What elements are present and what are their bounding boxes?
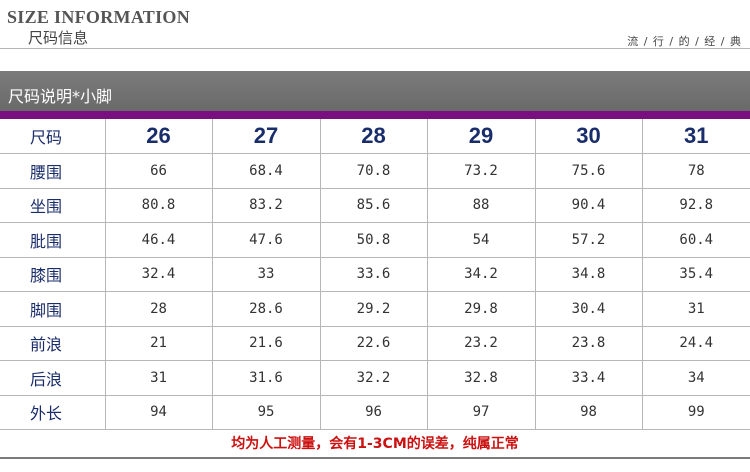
table-cell: 35.4 (641, 256, 750, 292)
table-cell: 31.6 (211, 360, 321, 396)
size-panel: 尺码说明*小脚 尺码 26 27 28 29 30 31 腰围 66 68.4 … (0, 71, 750, 459)
row-label: 膝围 (0, 256, 106, 292)
table-cell: 22.6 (319, 325, 428, 361)
size-header-cell: 30 (534, 119, 643, 154)
size-header-cell: 26 (104, 119, 213, 154)
row-label: 脚围 (0, 291, 106, 327)
table-cell: 34.8 (534, 256, 643, 292)
row-label: 后浪 (0, 360, 106, 396)
table-cell: 28.6 (211, 291, 321, 327)
table-cell: 23.2 (426, 325, 536, 361)
size-header-cell: 27 (211, 119, 321, 154)
page-header: SIZE INFORMATION 尺码信息 流 / 行 / 的 / 经 / 典 (0, 0, 750, 50)
table-cell: 97 (426, 394, 536, 430)
row-label: 腰围 (0, 153, 106, 189)
table-cell: 80.8 (104, 187, 213, 223)
table-cell: 83.2 (211, 187, 321, 223)
table-cell: 98 (534, 394, 643, 430)
table-cell: 85.6 (319, 187, 428, 223)
table-row: 膝围 32.4 33 33.6 34.2 34.8 35.4 (0, 256, 750, 292)
table-row: 外长 94 95 96 97 98 99 (0, 394, 750, 430)
table-cell: 30.4 (534, 291, 643, 327)
table-cell: 32.2 (319, 360, 428, 396)
table-cell: 54 (426, 222, 536, 258)
section-title: 尺码说明*小脚 (8, 87, 113, 106)
table-cell: 29.8 (426, 291, 536, 327)
size-header-cell: 28 (319, 119, 428, 154)
table-cell: 33.4 (534, 360, 643, 396)
table-cell: 68.4 (211, 153, 321, 189)
table-cell: 73.2 (426, 153, 536, 189)
table-cell: 31 (641, 291, 750, 327)
table-row: 腰围 66 68.4 70.8 73.2 75.6 78 (0, 153, 750, 189)
table-cell: 47.6 (211, 222, 321, 258)
row-label: 坐围 (0, 187, 106, 223)
size-header-cell: 31 (641, 119, 750, 154)
table-cell: 24.4 (641, 325, 750, 361)
table-cell: 21 (104, 325, 213, 361)
table-cell: 90.4 (534, 187, 643, 223)
table-cell: 32.8 (426, 360, 536, 396)
table-cell: 29.2 (319, 291, 428, 327)
table-row: 坐围 80.8 83.2 85.6 88 90.4 92.8 (0, 187, 750, 223)
title-chinese: 尺码信息 (28, 29, 89, 47)
table-cell: 99 (641, 394, 750, 430)
table-cell: 92.8 (641, 187, 750, 223)
table-cell: 33 (211, 256, 321, 292)
accent-divider (0, 111, 750, 119)
table-cell: 78 (641, 153, 750, 189)
section-bar: 尺码说明*小脚 (0, 73, 750, 111)
table-cell: 31 (104, 360, 213, 396)
table-row: 前浪 21 21.6 22.6 23.2 23.8 24.4 (0, 325, 750, 361)
size-header-cell: 29 (426, 119, 536, 154)
table-row: 后浪 31 31.6 32.2 32.8 33.4 34 (0, 360, 750, 396)
table-cell: 34 (641, 360, 750, 396)
table-cell: 88 (426, 187, 536, 223)
row-label: 肶围 (0, 222, 106, 258)
table-cell: 50.8 (319, 222, 428, 258)
tagline: 流 / 行 / 的 / 经 / 典 (627, 35, 742, 48)
table-row: 脚围 28 28.6 29.2 29.8 30.4 31 (0, 291, 750, 327)
table-cell: 33.6 (319, 256, 428, 292)
row-label: 前浪 (0, 325, 106, 361)
table-cell: 21.6 (211, 325, 321, 361)
table-cell: 23.8 (534, 325, 643, 361)
header-label-cell: 尺码 (0, 119, 106, 154)
table-cell: 34.2 (426, 256, 536, 292)
table-cell: 95 (211, 394, 321, 430)
table-cell: 75.6 (534, 153, 643, 189)
table-row: 肶围 46.4 47.6 50.8 54 57.2 60.4 (0, 222, 750, 258)
title-english: SIZE INFORMATION (7, 7, 190, 27)
size-table: 尺码 26 27 28 29 30 31 腰围 66 68.4 70.8 73.… (0, 119, 750, 430)
table-cell: 46.4 (104, 222, 213, 258)
table-cell: 96 (319, 394, 428, 430)
table-cell: 70.8 (319, 153, 428, 189)
table-cell: 60.4 (641, 222, 750, 258)
table-cell: 57.2 (534, 222, 643, 258)
table-cell: 66 (104, 153, 213, 189)
header-divider (0, 48, 750, 49)
table-cell: 28 (104, 291, 213, 327)
table-header-row: 尺码 26 27 28 29 30 31 (0, 119, 750, 154)
table-cell: 94 (104, 394, 213, 430)
row-label: 外长 (0, 394, 106, 430)
table-cell: 32.4 (104, 256, 213, 292)
measurement-note: 均为人工测量，会有1-3CM的误差，纯属正常 (231, 436, 519, 452)
